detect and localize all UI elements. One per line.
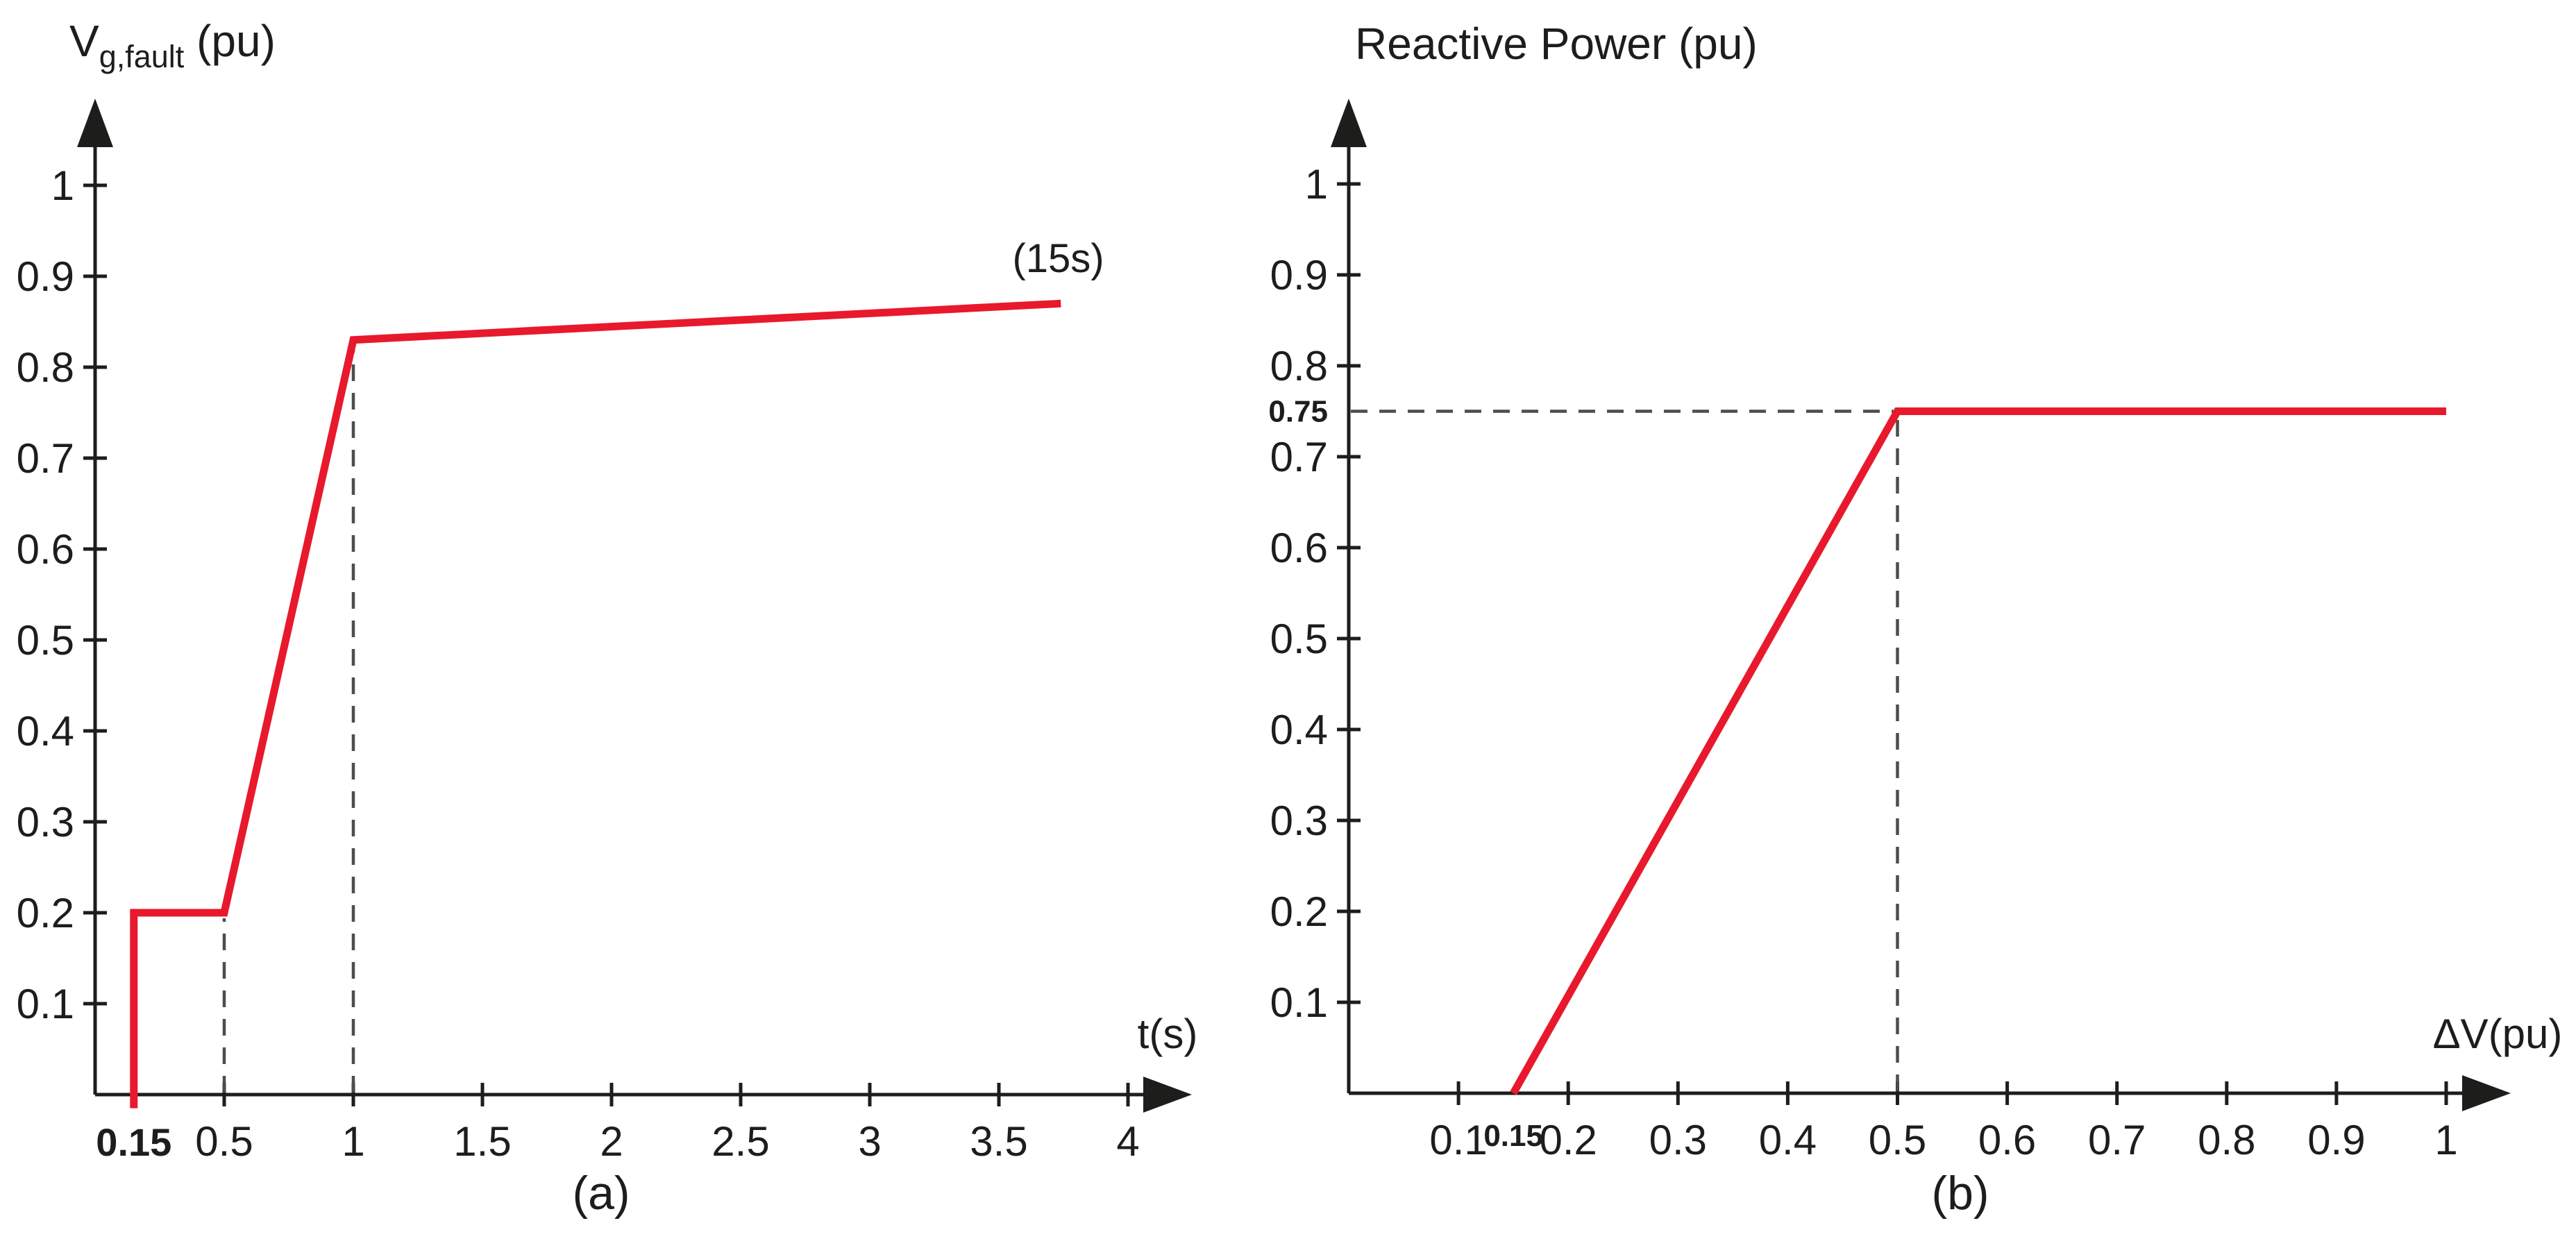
chart-b-x-tick-label: 0.3 xyxy=(1649,1117,1707,1163)
chart-a-x-tick-label-bold: 0.15 xyxy=(96,1120,171,1164)
chart-a-x-tick-label: 3.5 xyxy=(970,1118,1027,1165)
chart-a-title-main: V xyxy=(69,16,99,66)
chart-a-caption: (a) xyxy=(572,1167,630,1220)
chart-b-y-tick-label: 0.9 xyxy=(1270,252,1328,298)
chart-a-y-tick-label: 0.5 xyxy=(17,617,74,664)
chart-b-y-axis-arrow-icon xyxy=(1331,99,1367,147)
chart-a-y-tick-label: 0.8 xyxy=(17,344,74,391)
chart-b-y-tick-label: 0.4 xyxy=(1270,707,1328,753)
chart-b-x-tick-label-bold: 0.15 xyxy=(1483,1119,1543,1153)
chart-a-y-axis-arrow-icon xyxy=(77,99,113,147)
chart-b-x-tick-label: 0.2 xyxy=(1539,1117,1597,1163)
chart-b-y-tick-label: 0.7 xyxy=(1270,434,1328,480)
fault-voltage-recovery-line xyxy=(130,299,1061,1108)
chart-b-y-tick-label: 0.6 xyxy=(1270,525,1328,571)
chart-b-x-tick-label: 0.6 xyxy=(1978,1117,2036,1163)
chart-b-y-tick-label: 0.5 xyxy=(1270,616,1328,662)
chart-b-y-tick-label: 0.2 xyxy=(1270,888,1328,935)
chart-a-title-subscript: g,fault xyxy=(99,39,185,74)
chart-b-caption: (b) xyxy=(1931,1167,1989,1220)
chart-a-y-tick-label: 0.4 xyxy=(17,708,74,754)
chart-a-y-tick-label: 0.3 xyxy=(17,799,74,845)
chart-a-y-tick-label: 0.1 xyxy=(17,981,74,1027)
chart-b-x-tick-label: 0.9 xyxy=(2307,1117,2365,1163)
chart-b-x-tick-label: 0.8 xyxy=(2198,1117,2255,1163)
chart-b-xaxis-label: ΔV(pu) xyxy=(2432,1011,2563,1057)
chart-b-x-tick-label: 1 xyxy=(2434,1117,2457,1163)
chart-b-y-tick-label: 1 xyxy=(1305,161,1328,208)
chart-b-x-axis-arrow-icon xyxy=(2462,1075,2511,1111)
chart-b-y-tick-label: 0.8 xyxy=(1270,343,1328,389)
chart-a-title-units: (pu) xyxy=(184,16,276,66)
chart-a-y-tick-label: 0.2 xyxy=(17,890,74,936)
chart-a-x-tick-label: 1.5 xyxy=(453,1118,511,1165)
chart-b-y-tick-label: 0.3 xyxy=(1270,798,1328,844)
chart-a-y-tick-label: 1 xyxy=(51,162,74,209)
chart-a-x-tick-label: 2 xyxy=(600,1118,623,1165)
chart-b-x-tick-label: 0.7 xyxy=(2088,1117,2146,1163)
chart-a-x-tick-label: 2.5 xyxy=(712,1118,769,1165)
chart-b-title-main: Reactive Power (pu) xyxy=(1355,19,1758,69)
chart-a-x-axis-arrow-icon xyxy=(1143,1077,1192,1113)
chart-b-title: Reactive Power (pu) xyxy=(1355,18,1758,69)
chart-a-x-tick-label: 0.5 xyxy=(195,1118,253,1165)
chart-a-y-tick-label: 0.7 xyxy=(17,435,74,482)
chart-a-y-tick-label: 0.9 xyxy=(17,253,74,300)
chart-b-y-tick-label-bold: 0.75 xyxy=(1268,395,1328,429)
chart-b-x-tick-label: 0.4 xyxy=(1759,1117,1817,1163)
chart-b-y-tick-label: 0.1 xyxy=(1270,979,1328,1026)
chart-a-annotation: (15s) xyxy=(1012,236,1104,281)
chart-a-x-tick-label: 3 xyxy=(858,1118,881,1165)
chart-b-x-tick-label: 0.5 xyxy=(1869,1117,1926,1163)
chart-a-xaxis-label: t(s) xyxy=(1137,1011,1198,1057)
chart-a-x-tick-label: 4 xyxy=(1116,1118,1139,1165)
reactive-power-droop-line xyxy=(1510,407,2446,1095)
chart-a-title: Vg,fault (pu) xyxy=(69,15,276,74)
chart-a-x-tick-label: 1 xyxy=(342,1118,364,1165)
chart-a-y-tick-label: 0.6 xyxy=(17,526,74,573)
chart-b-x-tick-label: 0.1 xyxy=(1429,1117,1487,1163)
